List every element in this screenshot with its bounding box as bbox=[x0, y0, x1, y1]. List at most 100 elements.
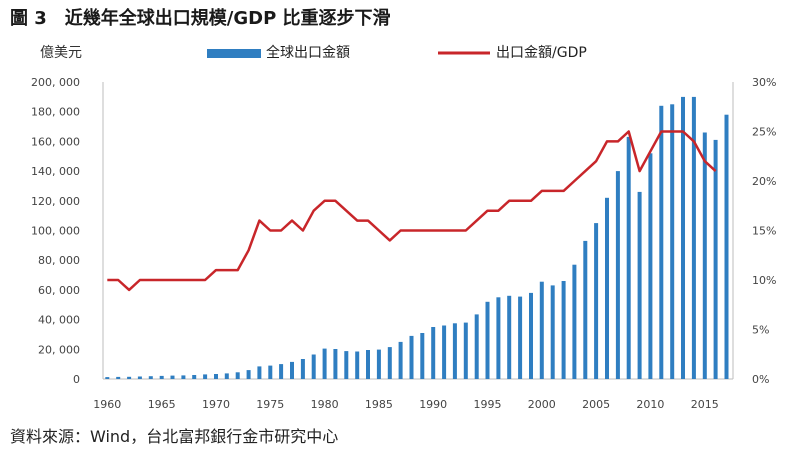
left-tick-label: 40, 000 bbox=[38, 314, 80, 327]
bar-1977 bbox=[290, 361, 294, 379]
legend-line-label: 出口金額/GDP bbox=[496, 45, 587, 61]
bar-1974 bbox=[257, 366, 262, 379]
bar-1979 bbox=[311, 354, 316, 379]
left-tick-label: 80, 000 bbox=[38, 254, 80, 267]
right-tick-label: 10% bbox=[752, 274, 776, 287]
bar-1967 bbox=[181, 375, 186, 379]
bar-1997 bbox=[507, 295, 512, 379]
left-tick-label: 140, 000 bbox=[31, 165, 80, 178]
left-tick-label: 160, 000 bbox=[31, 135, 80, 148]
chart-title: 圖 3 近幾年全球出口規模/GDP 比重逐步下滑 bbox=[10, 7, 391, 29]
bar-1995 bbox=[485, 301, 490, 379]
export-bars bbox=[105, 96, 729, 380]
left-tick-label: 20, 000 bbox=[38, 343, 80, 356]
bar-2007 bbox=[615, 171, 620, 379]
bar-2015 bbox=[702, 132, 707, 379]
source-note: 資料來源：Wind，台北富邦銀行金市研究中心 bbox=[10, 427, 338, 446]
bar-1998 bbox=[518, 296, 523, 379]
x-tick-label: 1970 bbox=[202, 398, 230, 411]
bar-2002 bbox=[561, 281, 566, 379]
left-axis-ticks: 0 20, 000 40, 000 60, 000 80, 000 100, 000 120… bbox=[31, 76, 80, 386]
bar-1984 bbox=[366, 350, 370, 379]
bar-1961 bbox=[116, 376, 121, 379]
bar-1980 bbox=[322, 348, 327, 379]
bar-1964 bbox=[148, 376, 153, 379]
ratio-line bbox=[107, 130, 717, 292]
x-tick-label: 1960 bbox=[93, 398, 121, 411]
bar-2011 bbox=[659, 105, 664, 380]
bar-1965 bbox=[159, 375, 164, 379]
bar-1992 bbox=[452, 323, 457, 379]
right-tick-label: 5% bbox=[752, 324, 769, 337]
left-tick-label: 60, 000 bbox=[38, 284, 80, 297]
bar-1973 bbox=[246, 370, 251, 379]
bar-1963 bbox=[137, 376, 142, 379]
bar-2013 bbox=[681, 96, 685, 380]
left-tick-label: 100, 000 bbox=[31, 225, 80, 238]
ratio-line-layer bbox=[107, 130, 717, 292]
left-tick-label: 0 bbox=[73, 373, 80, 386]
bar-1975 bbox=[268, 365, 273, 379]
bar-2010 bbox=[648, 153, 653, 379]
x-tick-label: 1980 bbox=[311, 398, 339, 411]
x-tick-label: 1985 bbox=[365, 398, 393, 411]
right-tick-label: 0% bbox=[752, 373, 769, 386]
bar-1990 bbox=[431, 327, 436, 379]
right-axis-ticks: 0% 5% 10% 15% 20% 25% 30% bbox=[752, 76, 776, 386]
bar-2017 bbox=[724, 114, 729, 379]
bar-1981 bbox=[333, 349, 338, 379]
bar-2016 bbox=[713, 139, 718, 379]
bar-1960 bbox=[105, 377, 110, 379]
right-tick-label: 20% bbox=[752, 175, 776, 188]
bar-2005 bbox=[594, 223, 599, 379]
bar-1986 bbox=[387, 347, 392, 379]
legend-bar-swatch bbox=[207, 49, 261, 58]
bar-1966 bbox=[170, 375, 175, 379]
left-axis-unit: 億美元 bbox=[40, 45, 82, 61]
bar-2006 bbox=[605, 197, 609, 379]
bar-1971 bbox=[224, 373, 229, 379]
x-tick-label: 2010 bbox=[636, 398, 664, 411]
legend-bar-label: 全球出口金額 bbox=[266, 44, 350, 61]
bar-1987 bbox=[398, 341, 403, 379]
bar-1968 bbox=[192, 375, 197, 379]
bar-1991 bbox=[442, 325, 447, 379]
bar-1962 bbox=[127, 376, 132, 379]
bar-2003 bbox=[572, 264, 577, 379]
bar-1983 bbox=[355, 351, 360, 379]
left-tick-label: 120, 000 bbox=[31, 195, 80, 208]
bar-1994 bbox=[474, 314, 479, 379]
bar-1985 bbox=[376, 349, 381, 379]
x-tick-label: 1995 bbox=[474, 398, 502, 411]
bar-2004 bbox=[583, 240, 588, 379]
bar-2000 bbox=[539, 281, 544, 379]
bar-1999 bbox=[529, 292, 533, 379]
left-tick-label: 180, 000 bbox=[31, 106, 80, 119]
bar-1972 bbox=[235, 372, 240, 379]
bar-2008 bbox=[626, 136, 631, 379]
x-tick-label: 1990 bbox=[419, 398, 447, 411]
bar-1969 bbox=[203, 374, 208, 379]
bar-1978 bbox=[300, 359, 305, 379]
bar-1976 bbox=[279, 364, 284, 379]
bar-1970 bbox=[214, 374, 218, 379]
bar-2014 bbox=[691, 96, 696, 380]
right-tick-label: 25% bbox=[752, 126, 776, 139]
x-tick-label: 2000 bbox=[528, 398, 556, 411]
x-tick-label: 2015 bbox=[691, 398, 719, 411]
x-tick-label: 1975 bbox=[256, 398, 284, 411]
right-tick-label: 15% bbox=[752, 225, 776, 238]
bar-2001 bbox=[550, 285, 555, 379]
bar-1989 bbox=[420, 333, 425, 379]
bar-2012 bbox=[670, 104, 675, 380]
x-tick-label: 1965 bbox=[148, 398, 176, 411]
bar-1982 bbox=[344, 351, 349, 379]
bar-1993 bbox=[463, 322, 468, 379]
bar-1988 bbox=[409, 335, 414, 379]
bar-2009 bbox=[637, 191, 642, 379]
left-tick-label: 200, 000 bbox=[31, 76, 80, 89]
legend: 全球出口金額 出口金額/GDP bbox=[207, 44, 587, 61]
bar-1996 bbox=[496, 297, 501, 379]
x-tick-label: 2005 bbox=[582, 398, 610, 411]
